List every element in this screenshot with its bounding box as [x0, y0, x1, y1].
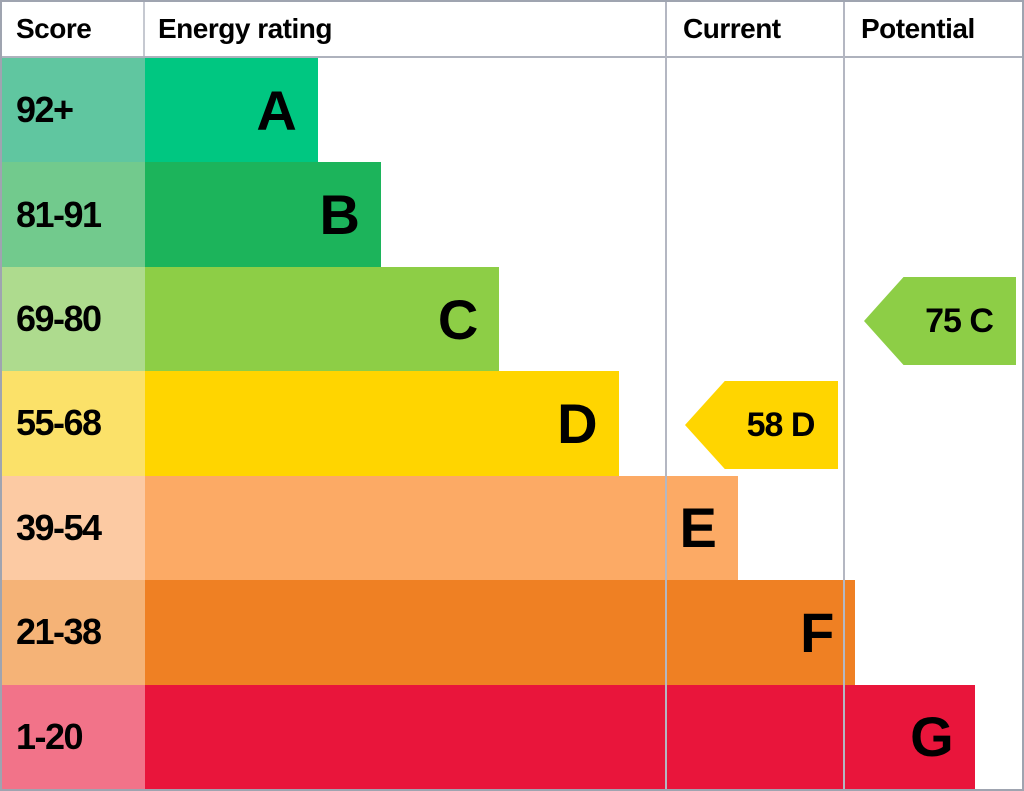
score-range: 21-38 — [2, 580, 145, 685]
bar-track: F — [145, 580, 1022, 685]
bar-track: E — [145, 475, 1022, 581]
rating-letter: D — [557, 391, 597, 455]
potential-rating-label: 75 C — [925, 301, 994, 340]
table-header: Score Energy rating Current Potential — [2, 2, 1022, 58]
score-range: 1-20 — [2, 684, 145, 789]
column-header-score: Score — [2, 2, 145, 56]
score-range: 55-68 — [2, 371, 145, 476]
rating-bar: C — [145, 266, 500, 372]
rating-letter: E — [679, 496, 716, 560]
band-row-b: 81-91 B — [2, 162, 1022, 267]
bar-track: G — [145, 684, 1022, 789]
rating-bar: A — [145, 58, 318, 163]
score-range: 69-80 — [2, 266, 145, 372]
rating-letter: B — [319, 183, 359, 247]
band-row-f: 21-38 F — [2, 580, 1022, 685]
rating-letter: C — [437, 287, 478, 351]
band-row-d: 55-68 D — [2, 371, 1022, 476]
band-row-e: 39-54 E — [2, 475, 1022, 581]
rating-bar: D — [145, 371, 619, 476]
column-header-current: Current — [683, 13, 781, 44]
rating-bar: G — [145, 684, 975, 789]
rating-letter: G — [910, 705, 954, 769]
column-divider-potential — [843, 2, 845, 789]
rating-letter: F — [800, 600, 834, 664]
band-row-a: 92+ A — [2, 58, 1022, 163]
rating-bar: E — [145, 475, 738, 581]
column-header-potential: Potential — [861, 13, 975, 44]
band-rows: 92+ A 81-91 B 69-80 C 5 — [2, 58, 1022, 789]
rating-letter: A — [256, 78, 296, 142]
rating-bar: F — [145, 580, 856, 685]
rating-bar: B — [145, 162, 381, 267]
band-row-g: 1-20 G — [2, 684, 1022, 789]
bar-track: B — [145, 162, 1022, 267]
score-range: 81-91 — [2, 162, 145, 267]
column-divider-current — [665, 2, 667, 789]
score-range: 39-54 — [2, 475, 145, 581]
bar-track: A — [145, 58, 1022, 163]
current-rating-label: 58 D — [746, 405, 816, 444]
column-header-energy-rating: Energy rating — [158, 13, 332, 44]
bar-track: D — [145, 371, 1022, 476]
score-range: 92+ — [2, 58, 145, 163]
